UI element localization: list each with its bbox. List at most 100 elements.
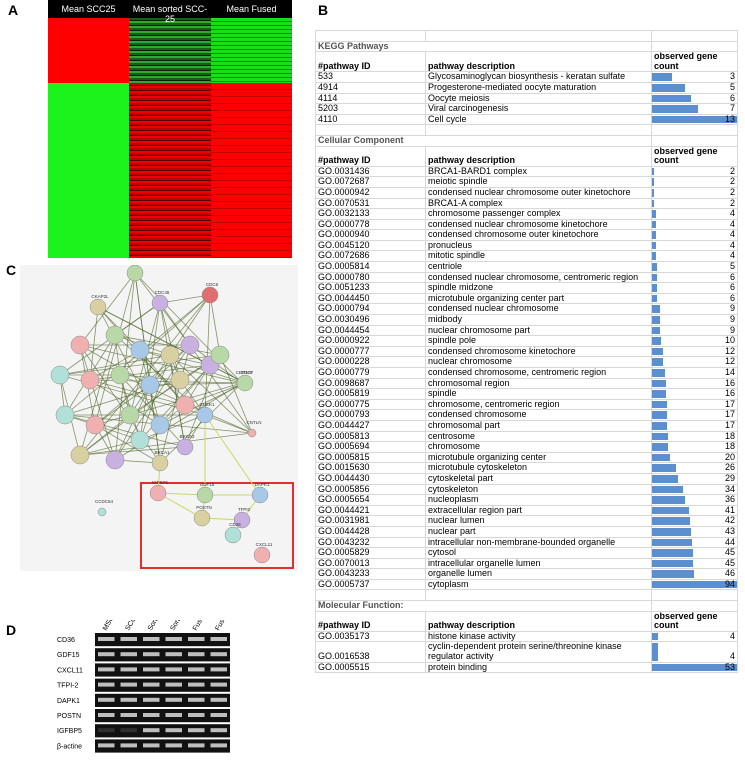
table-row: GO.0005737 cytoplasm 94 <box>315 578 738 591</box>
edge <box>139 414 206 441</box>
gene-count: 20 <box>724 451 735 462</box>
edge <box>184 382 246 406</box>
gene-count-cell: 5 <box>651 261 738 273</box>
band <box>165 728 182 733</box>
count-bar <box>652 517 690 525</box>
table-row: GO.0005694 chromosome 18 <box>315 441 738 453</box>
edge <box>79 439 141 456</box>
band <box>98 682 115 687</box>
edge <box>204 414 261 496</box>
node <box>201 286 219 304</box>
gel: MSCSCC-25Sorted SCC-25-1Sorted SCC-25-2F… <box>57 620 233 753</box>
count-bar <box>652 570 694 578</box>
count-bar <box>652 199 654 208</box>
gene-count: 45 <box>724 547 735 558</box>
gene-label: POSTN <box>57 713 81 720</box>
node <box>126 265 144 282</box>
node <box>160 345 180 365</box>
pathway-description: Progesterone-mediated oocyte maturation <box>425 81 652 94</box>
lane-label: SCC-25 <box>124 620 143 632</box>
network: CENPVCDC6CKAP2LCDC45CEP128CNTLNCDC7CHEK1… <box>20 265 298 571</box>
table-row: GO.0005813 centrosome 18 <box>315 430 738 443</box>
header-row: #pathway ID pathway description observed g… <box>315 145 738 167</box>
table-row: GO.0043232 intracellular non-membrane-bou… <box>315 536 738 549</box>
gene-count-cell: 29 <box>651 472 738 485</box>
count-bar <box>652 210 656 218</box>
column-header: pathway description <box>425 51 652 73</box>
pathway-description: Cell cycle <box>425 113 652 126</box>
table-row: GO.0030496 midbody 9 <box>315 314 738 326</box>
node-label: TFPI2 <box>238 507 251 512</box>
node <box>196 406 214 424</box>
count-bar <box>652 73 672 81</box>
column-header: #pathway ID <box>315 51 426 73</box>
count-bar <box>652 421 668 430</box>
gene-count: 12 <box>724 345 735 356</box>
table-row: 5203 Viral carcinogenesis 7 <box>315 103 738 115</box>
heatmap-column-label: Mean SCC25 <box>61 4 116 14</box>
table-row: GO.0044427 chromosomal part 17 <box>315 419 738 432</box>
table-row: GO.0005814 centriole 5 <box>315 261 738 273</box>
node-label: CHEK1 <box>199 402 215 407</box>
gene-count: 29 <box>724 472 735 483</box>
gene-label: CXCL11 <box>57 667 83 674</box>
lane-label: MSC <box>102 620 116 632</box>
band <box>188 713 205 717</box>
band <box>120 713 137 717</box>
gene-count-cell: 6 <box>651 282 738 294</box>
node-label: POSTN <box>196 505 212 510</box>
cell <box>651 589 738 602</box>
band <box>210 682 227 687</box>
node <box>89 298 107 316</box>
gene-count: 26 <box>724 462 735 473</box>
node <box>140 375 160 395</box>
band <box>120 682 137 687</box>
band <box>210 637 227 641</box>
pathway-id: GO.0000940 <box>315 229 426 241</box>
pathway-id: GO.0044454 <box>315 324 426 337</box>
gene-count: 18 <box>724 441 735 452</box>
band <box>188 697 205 702</box>
gene-count: 4 <box>729 229 735 240</box>
band <box>143 667 160 672</box>
cell <box>315 589 426 602</box>
pathway-description: condensed chromosome kinetochore <box>425 345 652 358</box>
edge <box>79 334 116 456</box>
pathway-description: intracellular non-membrane-bounded organ… <box>425 536 652 549</box>
table-row: GO.0045120 pronucleus 4 <box>315 239 738 252</box>
gene-count-cell: 4 <box>651 250 738 263</box>
pathway-id: GO.0044450 <box>315 292 426 305</box>
gene-count: 3 <box>729 71 735 82</box>
gene-count: 6 <box>729 271 735 282</box>
cell <box>651 30 738 42</box>
gene-count: 6 <box>729 92 735 103</box>
pathway-id: GO.0000793 <box>315 409 426 421</box>
count-bar <box>652 663 737 672</box>
count-bar <box>652 263 657 271</box>
gene-count: 4 <box>729 239 735 250</box>
band <box>165 667 182 672</box>
edge <box>94 272 136 426</box>
gene-count: 2 <box>729 176 735 187</box>
pathway-description: mitotic spindle <box>425 250 652 263</box>
table-row: 4914 Progesterone-mediated oocyte maturat… <box>315 81 738 94</box>
edge <box>159 382 243 464</box>
gel-strip <box>95 648 230 662</box>
table-row: GO.0000780 condensed nuclear chromosome, … <box>315 271 738 284</box>
band <box>143 713 160 717</box>
pathway-id: GO.0005819 <box>315 388 426 400</box>
table-row: GO.0005815 microtubule organizing center 2… <box>315 451 738 464</box>
band <box>120 697 137 702</box>
edge <box>219 354 253 434</box>
gene-count: 16 <box>724 377 735 388</box>
band <box>188 728 205 733</box>
pathway-description: chromosome, centromeric region <box>425 398 652 411</box>
enrichment-table: KEGG Pathways #pathway ID pathway descript… <box>315 30 738 674</box>
edge <box>139 302 161 441</box>
pathway-id: GO.0044421 <box>315 504 426 517</box>
table-row: GO.0031981 nuclear lumen 42 <box>315 515 738 527</box>
gene-count-cell: 44 <box>651 536 738 549</box>
header-row: #pathway ID pathway description observed g… <box>315 610 738 632</box>
count-bar <box>652 326 661 335</box>
node <box>233 511 251 529</box>
